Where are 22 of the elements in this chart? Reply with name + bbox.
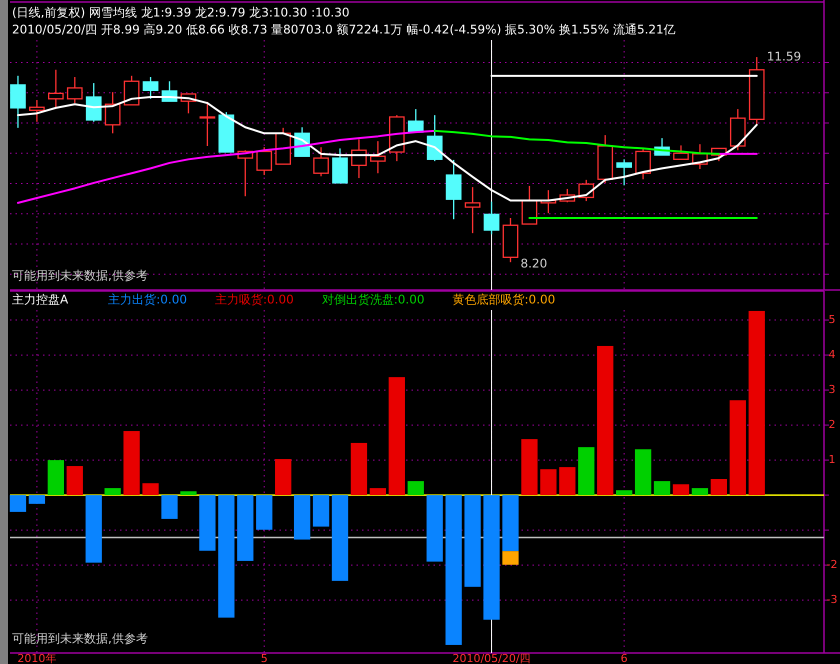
text: 主力出货:0.00: [108, 292, 187, 306]
y-tick-label: -3: [826, 593, 838, 606]
annotation: 8.20: [520, 256, 548, 270]
x-tick-label: 5: [260, 652, 268, 664]
y-tick-label: 1: [828, 453, 836, 466]
text: 2010/05/20/四 开8.99 高9.20 低8.66 收8.73 量80703.0 额7224.1万 幅-0.42(-4.59%) 振5.30% 换1.55% 流通5.21亿: [12, 22, 676, 36]
chart-title: 主力控盘A: [12, 292, 69, 306]
text: 黄色底部吸货:0.00: [452, 292, 556, 306]
y-tick-label: 3: [828, 383, 836, 396]
text: 主力吸货:0.00: [214, 292, 294, 306]
text: 对倒出货洗盘:0.00: [322, 292, 425, 306]
annotation: 可能用到未来数据,供参考: [12, 268, 148, 282]
y-tick-label: 2: [828, 418, 836, 432]
x-tick-label: 2010年: [17, 652, 56, 664]
y-tick-label: 4: [828, 348, 836, 362]
chart-title: (日线,前复权) 网雪均线 龙1:9.39 龙2:9.79 龙3:10.30 :10.30: [12, 5, 350, 20]
y-tick-label: 5: [828, 313, 836, 326]
x-tick-label: 2010/05/20/四: [452, 652, 531, 664]
annotation: 可能用到未来数据,供参考: [12, 631, 148, 646]
x-tick-label: 6: [620, 652, 628, 664]
text: 11.59: [766, 49, 802, 64]
y-tick-label: -2: [826, 558, 838, 572]
